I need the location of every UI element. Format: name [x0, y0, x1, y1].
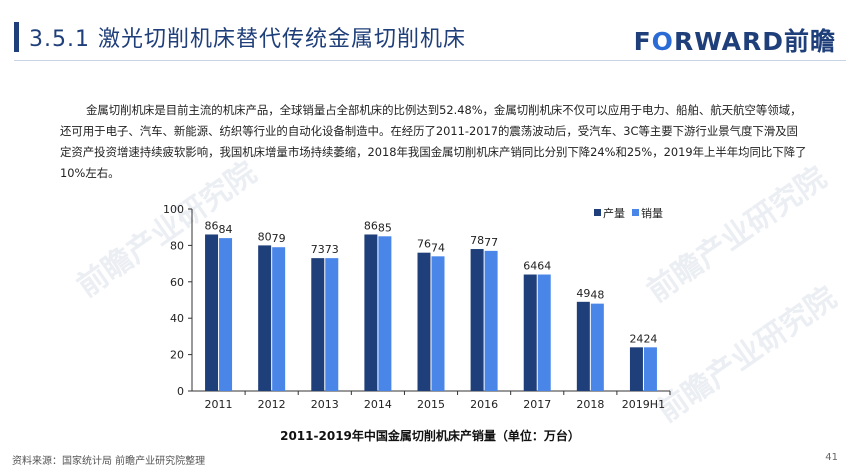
- bar-production: [576, 301, 590, 391]
- data-label: 77: [484, 236, 498, 249]
- x-tick-label: 2017: [523, 398, 551, 411]
- bar-sales: [272, 247, 286, 391]
- x-tick-label: 2013: [311, 398, 339, 411]
- x-tick-label: 2012: [258, 398, 286, 411]
- legend-label: 销量: [641, 206, 663, 220]
- x-tick-label: 2015: [417, 398, 445, 411]
- bar-sales: [643, 347, 657, 391]
- bar-sales: [590, 303, 604, 391]
- bar-production: [258, 245, 272, 391]
- data-label: 49: [576, 287, 590, 300]
- chart-title: 2011-2019年中国金属切削机床产销量（单位：万台）: [280, 429, 580, 443]
- title-divider: [14, 60, 846, 61]
- bar-sales: [378, 236, 392, 391]
- data-label: 86: [364, 219, 378, 232]
- x-tick-label: 2018: [576, 398, 604, 411]
- bar-production: [470, 249, 484, 391]
- data-label: 73: [311, 243, 325, 256]
- logo-o: O: [651, 27, 674, 56]
- legend-label: 产量: [603, 206, 625, 220]
- data-label: 64: [537, 260, 551, 273]
- bar-production: [364, 234, 378, 391]
- bar-sales: [219, 238, 233, 391]
- y-tick-label: 80: [170, 239, 184, 252]
- bar-production: [629, 347, 643, 391]
- bar-production: [417, 252, 431, 391]
- data-label: 84: [219, 223, 233, 236]
- title-accent-bar: [14, 22, 19, 52]
- source-note: 资料来源：国家统计局 前瞻产业研究院整理: [12, 456, 206, 467]
- data-label: 86: [205, 219, 219, 232]
- logo-prefix: F: [633, 27, 652, 56]
- data-label: 48: [590, 289, 604, 302]
- data-label: 24: [629, 332, 643, 345]
- page-title: 3.5.1 激光切削机床替代传统金属切削机床: [29, 27, 466, 52]
- data-label: 85: [378, 221, 392, 234]
- bar-sales: [537, 274, 551, 391]
- logo-rest: RWARD前瞻: [673, 27, 836, 56]
- intro-paragraph: 金属切削机床是目前主流的机床产品，全球销量占全部机床的比例达到52.48%，金属…: [60, 103, 807, 180]
- y-tick-label: 0: [177, 385, 184, 398]
- bar-sales: [325, 258, 339, 391]
- bar-production: [205, 234, 219, 391]
- x-tick-label: 2014: [364, 398, 392, 411]
- data-label: 78: [470, 234, 484, 247]
- bar-sales: [484, 250, 498, 391]
- data-label: 80: [258, 230, 272, 243]
- legend-swatch: [594, 209, 601, 216]
- title-bar: 3.5.1 激光切削机床替代传统金属切削机床: [14, 22, 466, 52]
- data-label: 24: [643, 332, 657, 345]
- bar-sales: [431, 256, 445, 391]
- x-tick-label: 2016: [470, 398, 498, 411]
- y-tick-label: 40: [170, 312, 184, 325]
- page-number: 41: [825, 452, 838, 463]
- bar-production: [523, 274, 537, 391]
- y-tick-label: 20: [170, 349, 184, 362]
- y-tick-label: 60: [170, 276, 184, 289]
- legend-swatch: [632, 209, 639, 216]
- bar-production: [311, 258, 325, 391]
- brand-logo: FORWARD前瞻: [634, 22, 836, 58]
- y-tick-label: 100: [163, 203, 184, 216]
- data-label: 73: [325, 243, 339, 256]
- data-label: 64: [523, 260, 537, 273]
- data-label: 74: [431, 241, 445, 254]
- data-label: 79: [272, 232, 286, 245]
- data-label: 76: [417, 238, 431, 251]
- x-tick-label: 2019H1: [622, 398, 665, 411]
- x-tick-label: 2011: [205, 398, 233, 411]
